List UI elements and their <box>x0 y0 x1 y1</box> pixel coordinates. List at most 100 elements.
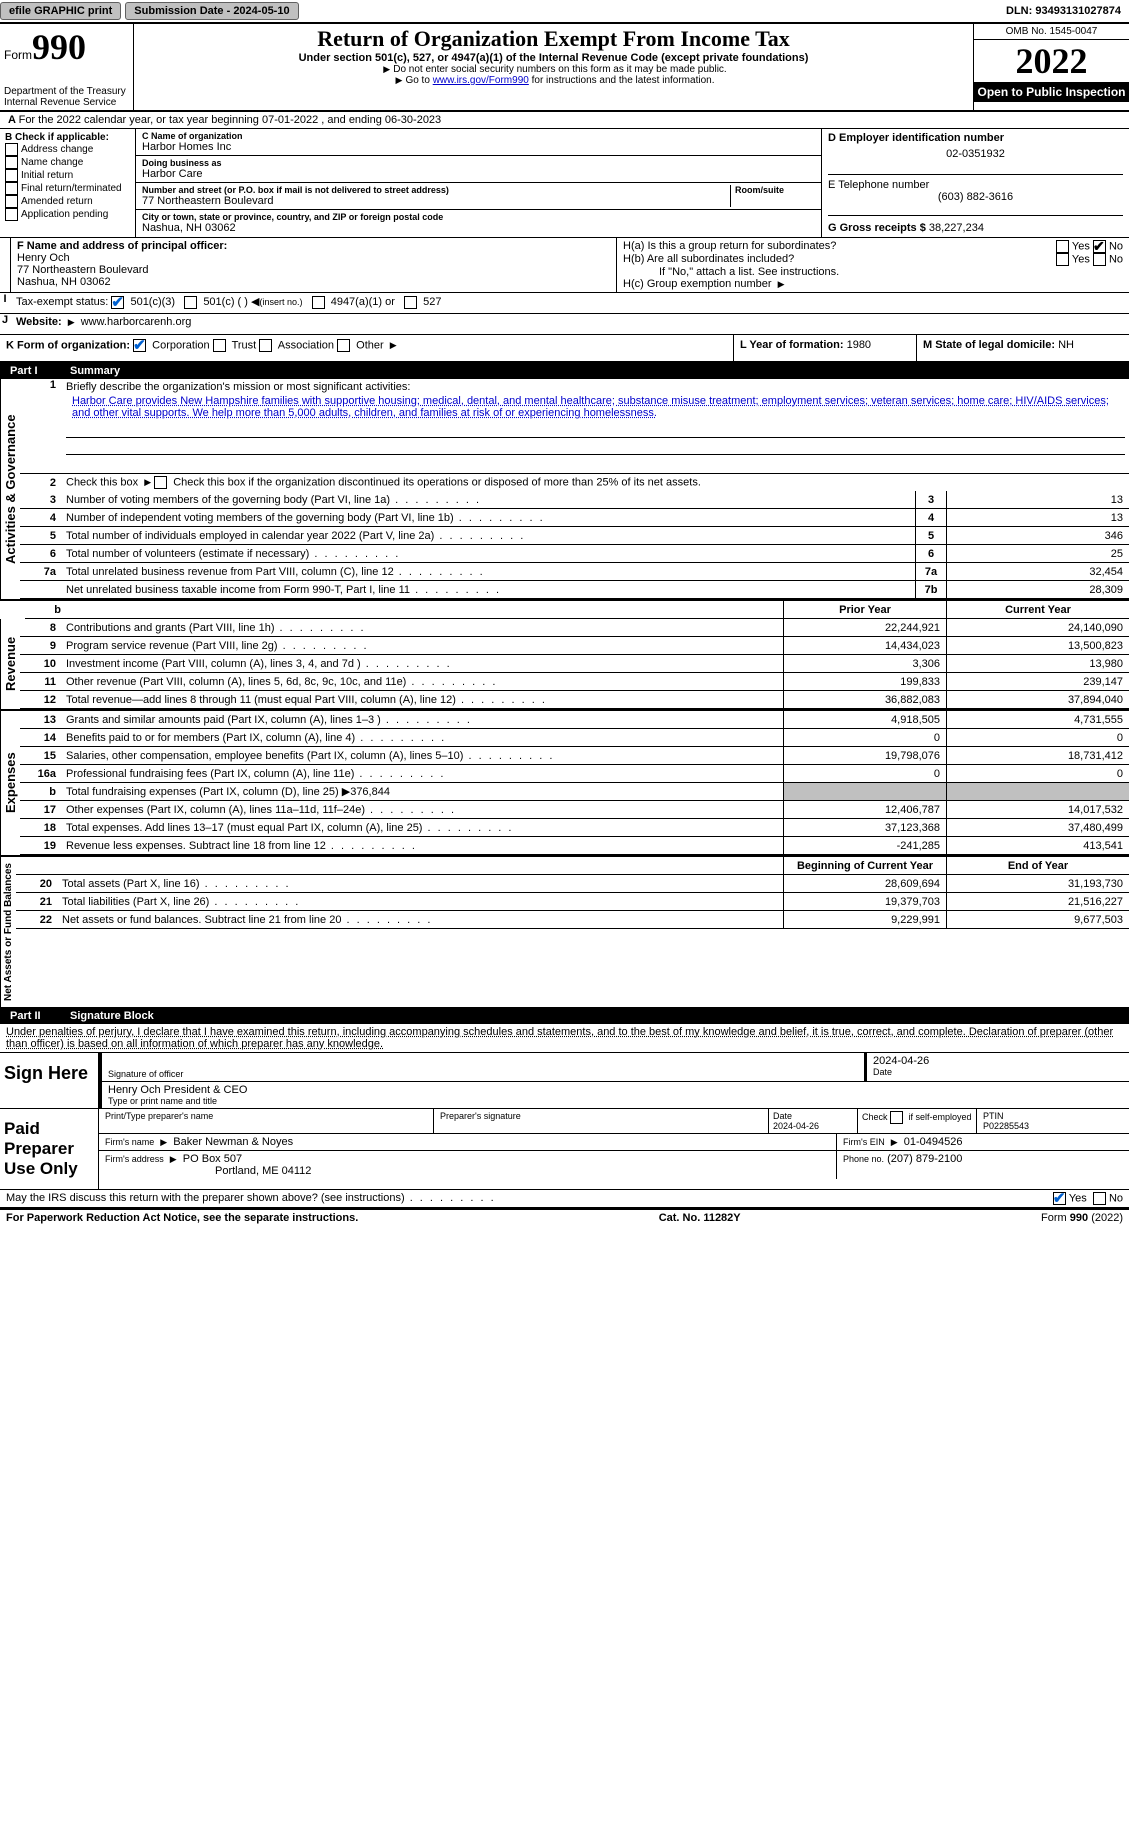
page-footer: For Paperwork Reduction Act Notice, see … <box>0 1209 1129 1226</box>
instruction-ssn: Do not enter social security numbers on … <box>142 64 965 75</box>
summary-line: 15Salaries, other compensation, employee… <box>20 747 1129 765</box>
year-formation: 1980 <box>847 339 871 351</box>
summary-line: 8Contributions and grants (Part VIII, li… <box>20 619 1129 637</box>
col-b-checkboxes: B Check if applicable: Address change Na… <box>0 129 135 237</box>
summary-line: 12Total revenue—add lines 8 through 11 (… <box>20 691 1129 709</box>
firm-phone: (207) 879-2100 <box>887 1153 962 1165</box>
ptin-value: P02285543 <box>983 1121 1123 1131</box>
firm-name: Baker Newman & Noyes <box>173 1136 293 1148</box>
firm-addr1: PO Box 507 <box>183 1153 242 1165</box>
checkbox-amended[interactable] <box>5 195 18 208</box>
submission-date-button[interactable]: Submission Date - 2024-05-10 <box>125 2 298 20</box>
col-eoy: End of Year <box>946 857 1129 874</box>
checkbox-initial-return[interactable] <box>5 169 18 182</box>
col-c-org-name: C Name of organization Harbor Homes Inc … <box>135 129 822 237</box>
checkbox-address-change[interactable] <box>5 143 18 156</box>
state-domicile: NH <box>1058 339 1074 351</box>
paid-preparer-block: Paid Preparer Use Only Print/Type prepar… <box>0 1109 1129 1190</box>
checkbox-hb-yes[interactable] <box>1056 253 1069 266</box>
col-right-ein: D Employer identification number 02-0351… <box>822 129 1129 237</box>
summary-line: 11Other revenue (Part VIII, column (A), … <box>20 673 1129 691</box>
summary-line: 20Total assets (Part X, line 16)28,609,6… <box>16 875 1129 893</box>
part1-header: Part I Summary <box>0 362 1129 379</box>
checkbox-corp[interactable] <box>133 339 146 352</box>
summary-line: Net unrelated business taxable income fr… <box>20 581 1129 599</box>
side-label-revenue: Revenue <box>0 619 20 709</box>
checkbox-other[interactable] <box>337 339 350 352</box>
org-info-block: B Check if applicable: Address change Na… <box>0 129 1129 238</box>
form-title: Return of Organization Exempt From Incom… <box>142 26 965 52</box>
officer-street: 77 Northeastern Boulevard <box>17 264 610 276</box>
officer-name: Henry Och <box>17 252 610 264</box>
summary-line: 19Revenue less expenses. Subtract line 1… <box>20 837 1129 855</box>
checkbox-self-employed[interactable] <box>890 1111 903 1124</box>
side-label-netassets: Net Assets or Fund Balances <box>0 857 16 1007</box>
summary-line: 3Number of voting members of the governi… <box>20 491 1129 509</box>
checkbox-501c[interactable] <box>184 296 197 309</box>
org-name: Harbor Homes Inc <box>142 141 815 153</box>
checkbox-assoc[interactable] <box>259 339 272 352</box>
col-current-year: Current Year <box>946 601 1129 618</box>
efile-print-button[interactable]: efile GRAPHIC print <box>0 2 121 20</box>
checkbox-hb-no[interactable] <box>1093 253 1106 266</box>
dept-irs: Internal Revenue Service <box>4 97 129 108</box>
col-boy: Beginning of Current Year <box>783 857 946 874</box>
website-value: www.harborcarenh.org <box>81 316 192 328</box>
summary-line: 10Investment income (Part VIII, column (… <box>20 655 1129 673</box>
summary-line: 22Net assets or fund balances. Subtract … <box>16 911 1129 929</box>
officer-printed-name: Henry Och President & CEO <box>108 1084 1123 1096</box>
row-k: K Form of organization: Corporation Trus… <box>0 335 1129 362</box>
sig-date: 2024-04-26 <box>873 1055 1123 1067</box>
instruction-link: Go to www.irs.gov/Form990 for instructio… <box>142 75 965 86</box>
part1-body: Activities & Governance 1 Briefly descri… <box>0 379 1129 599</box>
firm-ein: 01-0494526 <box>904 1136 963 1148</box>
section-a-tax-year: A For the 2022 calendar year, or tax yea… <box>0 112 1129 129</box>
org-city: Nashua, NH 03062 <box>142 222 815 234</box>
tax-year: 2022 <box>974 40 1129 82</box>
top-bar: efile GRAPHIC print Submission Date - 20… <box>0 0 1129 24</box>
summary-line: 21Total liabilities (Part X, line 26)19,… <box>16 893 1129 911</box>
checkbox-final-return[interactable] <box>5 182 18 195</box>
form-subtitle: Under section 501(c), 527, or 4947(a)(1)… <box>142 52 965 64</box>
summary-line: 6Total number of volunteers (estimate if… <box>20 545 1129 563</box>
row-i: I Tax-exempt status: 501(c)(3) 501(c) ( … <box>0 293 1129 314</box>
summary-line: 7aTotal unrelated business revenue from … <box>20 563 1129 581</box>
dept-treasury: Department of the Treasury <box>4 86 129 97</box>
checkbox-501c3[interactable] <box>111 296 124 309</box>
checkbox-ha-yes[interactable] <box>1056 240 1069 253</box>
summary-line: 13Grants and similar amounts paid (Part … <box>20 711 1129 729</box>
officer-city: Nashua, NH 03062 <box>17 276 610 288</box>
checkbox-app-pending[interactable] <box>5 208 18 221</box>
side-label-activities: Activities & Governance <box>0 379 20 599</box>
checkbox-name-change[interactable] <box>5 156 18 169</box>
side-label-expenses: Expenses <box>0 711 20 855</box>
pp-date: 2024-04-26 <box>773 1121 853 1131</box>
checkbox-discuss-no[interactable] <box>1093 1192 1106 1205</box>
row-f-h: F Name and address of principal officer:… <box>0 238 1129 293</box>
checkbox-4947[interactable] <box>312 296 325 309</box>
checkbox-ha-no[interactable] <box>1093 240 1106 253</box>
checkbox-527[interactable] <box>404 296 417 309</box>
summary-line: 4Number of independent voting members of… <box>20 509 1129 527</box>
col-prior-year: Prior Year <box>783 601 946 618</box>
mission-text: Harbor Care provides New Hampshire famil… <box>66 393 1125 421</box>
irs-link[interactable]: www.irs.gov/Form990 <box>433 75 529 86</box>
ein-value: 02-0351932 <box>828 148 1123 160</box>
summary-line: bTotal fundraising expenses (Part IX, co… <box>20 783 1129 801</box>
summary-line: 16aProfessional fundraising fees (Part I… <box>20 765 1129 783</box>
dln-text: DLN: 93493131027874 <box>1006 5 1129 17</box>
org-dba: Harbor Care <box>142 168 815 180</box>
summary-line: 17Other expenses (Part IX, column (A), l… <box>20 801 1129 819</box>
perjury-statement: Under penalties of perjury, I declare th… <box>0 1024 1129 1053</box>
summary-line: 14Benefits paid to or for members (Part … <box>20 729 1129 747</box>
discuss-row: May the IRS discuss this return with the… <box>0 1190 1129 1209</box>
org-street: 77 Northeastern Boulevard <box>142 195 730 207</box>
firm-addr2: Portland, ME 04112 <box>105 1165 311 1177</box>
summary-line: 5Total number of individuals employed in… <box>20 527 1129 545</box>
checkbox-line2[interactable] <box>154 476 167 489</box>
summary-line: 9Program service revenue (Part VIII, lin… <box>20 637 1129 655</box>
checkbox-discuss-yes[interactable] <box>1053 1192 1066 1205</box>
checkbox-trust[interactable] <box>213 339 226 352</box>
room-suite-label: Room/suite <box>735 185 815 195</box>
form-label: Form990 <box>4 26 129 68</box>
